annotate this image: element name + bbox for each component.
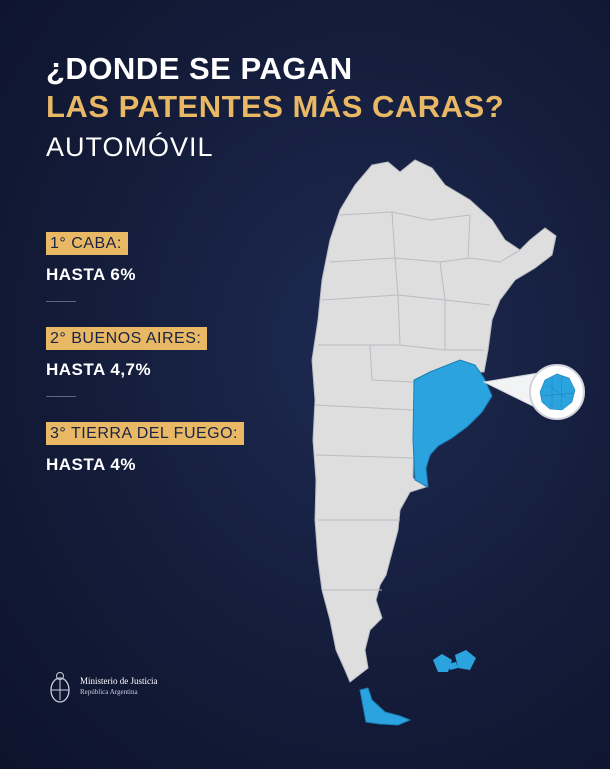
ranking-label: 2° BUENOS AIRES: [46,327,208,350]
tierra-del-fuego [359,687,412,726]
divider [46,301,76,302]
divider [46,396,76,397]
province-borders [314,211,521,591]
argentina-coat-of-arms-icon [50,672,70,703]
ranking-value: HASTA 4,7% [46,360,152,379]
headline: ¿DONDE SE PAGAN LAS PATENTES MÁS CARAS? … [46,50,504,166]
headline-subtitle: AUTOMÓVIL [46,132,214,162]
ranking-item-2: 2° BUENOS AIRES: HASTA 4,7% [46,327,296,397]
logo-text: Ministerio de Justicia República Argenti… [80,676,158,698]
malvinas-islands [433,650,476,672]
headline-line-1: ¿DONDE SE PAGAN [46,51,353,86]
ministry-logo: Ministerio de Justicia República Argenti… [48,668,158,706]
ranking-value: HASTA 4% [46,455,136,474]
headline-line-2: LAS PATENTES MÁS CARAS? [46,89,505,124]
caba-communes [540,375,575,409]
logo-line-2: República Argentina [80,688,138,696]
ranking-value: HASTA 6% [46,265,136,284]
ranking-label: 3° TIERRA DEL FUEGO: [46,422,244,445]
ranking-list: 1° CABA: HASTA 6% 2° BUENOS AIRES: HASTA… [46,232,296,500]
logo-line-1: Ministerio de Justicia [80,676,158,686]
ranking-item-3: 3° TIERRA DEL FUEGO: HASTA 4% [46,422,296,475]
buenos-aires-province [412,359,493,488]
ranking-label: 1° CABA: [46,232,128,255]
ranking-item-1: 1° CABA: HASTA 6% [46,232,296,302]
